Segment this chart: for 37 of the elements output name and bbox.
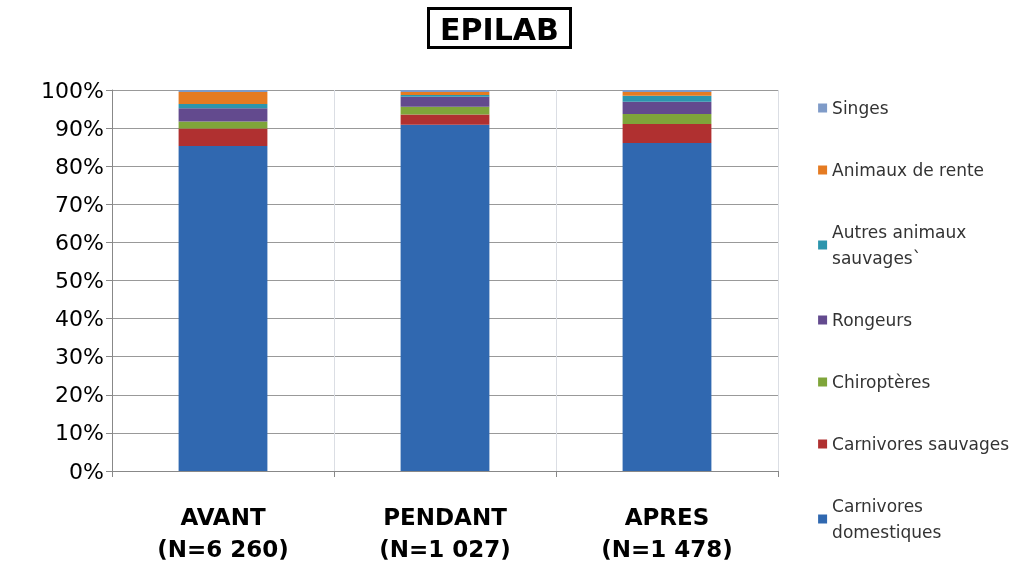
y-tick-label: 20% (55, 382, 104, 408)
y-tick-label: 10% (55, 420, 104, 446)
bar (622, 114, 712, 124)
y-tick-label: 40% (55, 306, 104, 332)
bar (622, 142, 712, 471)
y-tick-label: 0% (69, 458, 104, 484)
x-tick-label: PENDANT (N=1 027) (379, 504, 511, 562)
bar (178, 108, 268, 122)
bar (622, 95, 712, 102)
x-tick-label: AVANT (N=6 260) (157, 504, 289, 562)
y-tick-label: 60% (55, 229, 104, 255)
x-tick-label: APRES (N=1 478) (601, 504, 733, 562)
y-tick-label: 50% (55, 268, 104, 293)
legend-label: Rongeurs (832, 310, 913, 330)
bar (178, 91, 268, 105)
chart-title: EPILAB (440, 11, 559, 47)
bar (178, 104, 268, 109)
y-tick-label: 90% (55, 115, 104, 141)
legend-label: Carnivores domestiques (832, 496, 942, 542)
bar (622, 123, 712, 143)
legend-label: Carnivores sauvages (832, 434, 1010, 454)
bar (622, 91, 712, 96)
legend-label: Autres animaux sauvages` (832, 222, 967, 268)
y-tick-label: 80% (55, 153, 104, 179)
bar (400, 114, 490, 125)
y-tick-label: 70% (55, 191, 104, 217)
bar (400, 96, 490, 107)
bar (178, 146, 268, 471)
bar (622, 101, 712, 114)
legend-label: Chiroptères (832, 372, 931, 392)
legend-label: Singes (832, 98, 889, 118)
bar (400, 106, 490, 115)
bar (178, 128, 268, 147)
bar (400, 124, 490, 471)
y-tick-label: 100% (41, 77, 104, 103)
y-tick-label: 30% (55, 344, 104, 370)
legend-label: Animaux de rente (832, 160, 985, 180)
